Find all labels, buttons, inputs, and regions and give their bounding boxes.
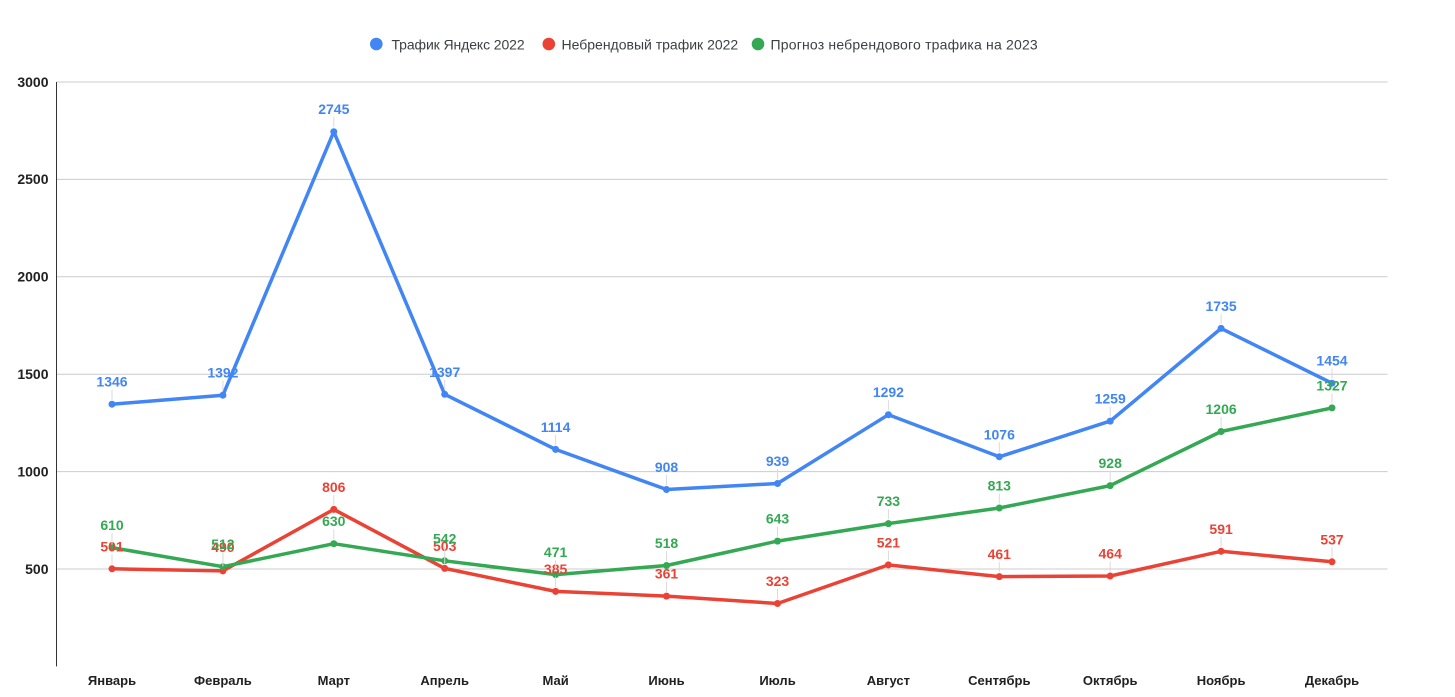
svg-text:1114: 1114 <box>541 419 571 435</box>
svg-text:Прогноз небрендового трафика н: Прогноз небрендового трафика на 2023 <box>771 36 1038 52</box>
svg-text:518: 518 <box>655 535 679 551</box>
svg-text:908: 908 <box>655 459 679 475</box>
svg-text:Февраль: Февраль <box>194 673 252 688</box>
svg-text:1735: 1735 <box>1206 298 1237 314</box>
svg-text:733: 733 <box>877 493 901 509</box>
svg-text:1392: 1392 <box>207 365 238 381</box>
svg-text:461: 461 <box>988 546 1012 562</box>
svg-text:1076: 1076 <box>984 426 1015 442</box>
svg-text:1259: 1259 <box>1095 391 1126 407</box>
svg-text:542: 542 <box>433 530 457 546</box>
svg-text:1346: 1346 <box>96 374 127 390</box>
svg-text:Ноябрь: Ноябрь <box>1197 673 1246 688</box>
svg-text:1206: 1206 <box>1206 401 1237 417</box>
svg-text:Декабрь: Декабрь <box>1305 673 1359 688</box>
svg-text:Май: Май <box>542 673 568 688</box>
svg-text:Август: Август <box>867 673 910 688</box>
svg-text:Небрендовый трафик 2022: Небрендовый трафик 2022 <box>562 36 739 52</box>
svg-text:939: 939 <box>766 453 790 469</box>
svg-text:2500: 2500 <box>17 171 48 187</box>
svg-text:630: 630 <box>322 513 346 529</box>
svg-text:Сентябрь: Сентябрь <box>968 673 1030 688</box>
svg-text:591: 591 <box>1209 521 1233 537</box>
svg-text:503: 503 <box>433 538 457 554</box>
svg-text:Трафик Яндекс 2022: Трафик Яндекс 2022 <box>392 36 525 52</box>
svg-text:806: 806 <box>322 479 346 495</box>
svg-text:2000: 2000 <box>17 269 48 285</box>
svg-text:Апрель: Апрель <box>420 673 469 688</box>
svg-text:490: 490 <box>211 539 235 555</box>
svg-text:1292: 1292 <box>873 384 904 400</box>
svg-text:471: 471 <box>544 544 568 560</box>
svg-text:610: 610 <box>100 517 124 533</box>
svg-text:Октябрь: Октябрь <box>1083 673 1138 688</box>
svg-text:2745: 2745 <box>318 101 349 117</box>
svg-text:1000: 1000 <box>17 463 48 479</box>
svg-text:813: 813 <box>988 478 1012 494</box>
svg-text:1397: 1397 <box>429 364 460 380</box>
svg-text:3000: 3000 <box>17 74 48 90</box>
svg-text:537: 537 <box>1320 531 1344 547</box>
svg-text:323: 323 <box>766 573 790 589</box>
svg-text:928: 928 <box>1099 455 1123 471</box>
svg-text:501: 501 <box>100 538 124 554</box>
svg-text:Июль: Июль <box>759 673 795 688</box>
svg-text:Январь: Январь <box>88 673 136 688</box>
svg-text:1454: 1454 <box>1316 353 1347 369</box>
svg-text:512: 512 <box>211 536 235 552</box>
svg-text:521: 521 <box>877 534 901 550</box>
svg-text:Июнь: Июнь <box>648 673 684 688</box>
svg-text:643: 643 <box>766 511 790 527</box>
svg-text:500: 500 <box>25 561 49 577</box>
svg-text:1327: 1327 <box>1316 377 1347 393</box>
svg-text:Март: Март <box>318 673 350 688</box>
svg-text:464: 464 <box>1099 546 1123 562</box>
svg-text:361: 361 <box>655 566 679 582</box>
svg-text:1500: 1500 <box>17 366 48 382</box>
